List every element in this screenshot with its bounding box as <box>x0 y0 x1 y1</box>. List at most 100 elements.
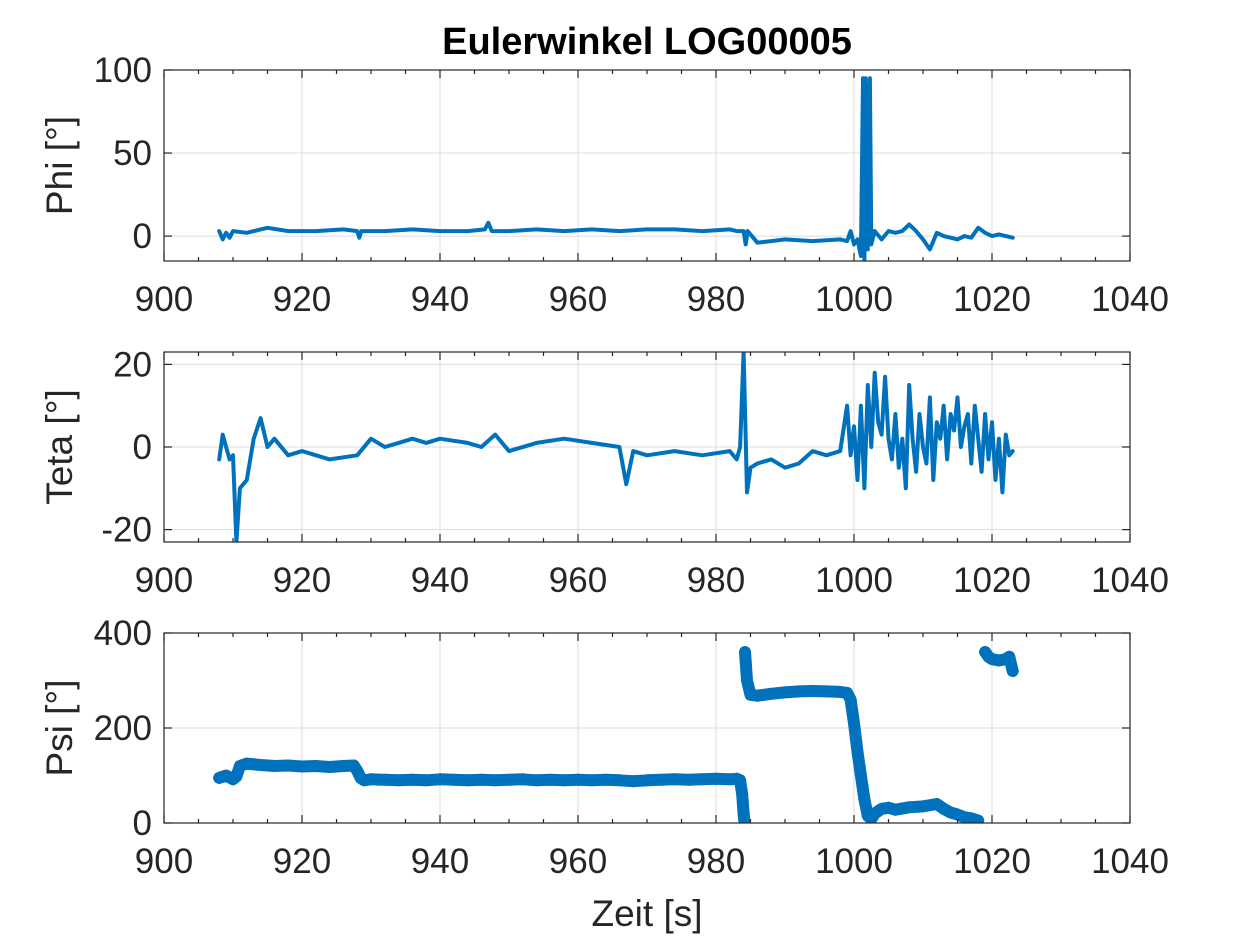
psi-point-79 <box>965 812 978 823</box>
psi-point-36 <box>627 775 640 788</box>
phi-xtick-label-3: 960 <box>549 280 607 319</box>
psi-point-56 <box>792 685 805 698</box>
teta-ytick-label-2: 20 <box>113 345 152 384</box>
phi-ytick-label-1: 50 <box>113 134 152 173</box>
psi-point-51 <box>741 674 753 687</box>
psi-xtick-label-4: 980 <box>687 842 745 881</box>
teta-xtick-label-2: 940 <box>411 561 469 600</box>
teta-ytick-label-0: -20 <box>101 511 152 550</box>
psi-point-52 <box>744 688 757 701</box>
psi-series-markers <box>213 646 1019 823</box>
psi-ytick-label-0: 0 <box>133 804 152 843</box>
psi-point-55 <box>779 686 791 699</box>
phi-series-line <box>217 76 1015 261</box>
psi-point-61 <box>844 693 857 706</box>
psi-subplot: 900 920 940 960 980 1000 1020 1040 0 200 400 Psi [°… <box>39 614 1169 934</box>
psi-xtick-label-3: 960 <box>549 842 607 881</box>
psi-xtick-label-5: 1000 <box>815 842 893 881</box>
phi-xtick-label-7: 1040 <box>1091 280 1169 319</box>
psi-point-10 <box>309 760 322 772</box>
psi-point-9 <box>296 760 308 773</box>
teta-ylabel: Teta [°] <box>39 389 80 505</box>
psi-point-0 <box>213 771 226 784</box>
psi-point-57 <box>806 685 819 697</box>
teta-xtick-label-1: 920 <box>273 561 331 600</box>
psi-point-26 <box>489 774 502 787</box>
psi-point-3 <box>230 770 243 783</box>
psi-point-33 <box>585 774 598 787</box>
phi-xtick-label-4: 980 <box>687 280 745 319</box>
psi-point-59 <box>834 685 847 698</box>
psi-ytick-label-2: 400 <box>94 614 152 653</box>
psi-point-5 <box>240 757 253 770</box>
psi-point-77 <box>951 808 964 821</box>
teta-ytick-label-1: 0 <box>133 428 152 467</box>
psi-point-30 <box>544 773 557 786</box>
psi-point-75 <box>937 802 950 815</box>
psi-xtick-label-0: 900 <box>135 842 193 881</box>
psi-point-7 <box>268 760 281 772</box>
teta-xtick-label-3: 960 <box>549 561 607 600</box>
psi-xtick-label-2: 940 <box>411 842 469 881</box>
psi-point-39 <box>668 773 681 786</box>
psi-point-58 <box>820 685 833 698</box>
phi-subplot: 900 920 940 960 980 1000 1020 1040 0 50 100 Phi [°] <box>39 51 1169 319</box>
psi-point-44 <box>730 772 743 785</box>
psi-point-63 <box>851 745 864 758</box>
psi-point-46 <box>736 788 749 801</box>
psi-point-34 <box>599 773 612 786</box>
psi-point-23 <box>447 773 460 786</box>
psi-point-80 <box>972 814 985 823</box>
psi-point-1 <box>220 769 233 782</box>
psi-point-35 <box>613 774 626 787</box>
psi-point-24 <box>461 774 474 787</box>
psi-point-67 <box>865 813 878 823</box>
psi-point-38 <box>654 773 667 786</box>
psi-point-76 <box>944 806 957 819</box>
psi-point-71 <box>889 803 902 816</box>
psi-point-68 <box>868 807 881 820</box>
psi-xtick-label-7: 1040 <box>1091 842 1169 881</box>
psi-point-29 <box>530 774 543 787</box>
teta-xtick-label-4: 980 <box>687 561 745 600</box>
psi-point-72 <box>903 801 916 814</box>
psi-point-45 <box>734 774 747 787</box>
psi-point-37 <box>641 774 653 787</box>
psi-point-8 <box>282 759 295 772</box>
psi-point-50 <box>739 655 752 668</box>
psi-point-69 <box>875 802 888 815</box>
psi-point-12 <box>337 760 350 772</box>
phi-ylabel: Phi [°] <box>39 116 80 215</box>
psi-point-74 <box>930 798 943 810</box>
psi-point-17 <box>365 773 377 786</box>
psi-xlabel: Zeit [s] <box>591 893 702 934</box>
psi-point-83 <box>986 653 998 666</box>
psi-ytick-label-1: 200 <box>94 709 152 748</box>
psi-point-70 <box>882 801 895 814</box>
figure-title: Eulerwinkel LOG00005 <box>442 21 852 63</box>
teta-xtick-label-0: 900 <box>135 561 193 600</box>
psi-point-81 <box>979 646 992 658</box>
teta-xtick-label-5: 1000 <box>815 561 893 600</box>
phi-ytick-label-2: 100 <box>94 51 152 90</box>
psi-point-31 <box>558 774 571 787</box>
psi-point-21 <box>420 774 433 787</box>
psi-point-27 <box>503 773 515 786</box>
phi-xtick-label-5: 1000 <box>815 280 893 319</box>
psi-point-20 <box>406 773 419 786</box>
psi-point-22 <box>434 773 446 786</box>
psi-point-60 <box>841 686 854 699</box>
phi-ytick-label-0: 0 <box>133 217 152 256</box>
phi-xtick-label-6: 1020 <box>953 280 1031 319</box>
psi-point-16 <box>358 774 371 787</box>
teta-series-line <box>217 352 1015 542</box>
psi-xtick-label-1: 920 <box>273 842 331 881</box>
psi-point-28 <box>516 773 529 786</box>
psi-point-43 <box>723 773 736 786</box>
psi-ylabel: Psi [°] <box>39 679 80 776</box>
teta-xtick-label-7: 1040 <box>1091 561 1169 600</box>
psi-point-40 <box>682 773 695 786</box>
psi-point-78 <box>958 811 971 823</box>
phi-xtick-label-2: 940 <box>411 280 469 319</box>
